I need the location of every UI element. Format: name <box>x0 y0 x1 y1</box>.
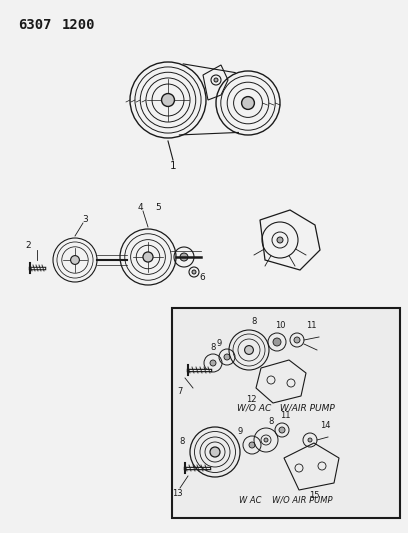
Circle shape <box>210 447 220 457</box>
Text: 1200: 1200 <box>62 18 95 32</box>
Circle shape <box>180 253 188 261</box>
Text: 2: 2 <box>25 241 31 251</box>
Circle shape <box>210 360 216 366</box>
Text: 8: 8 <box>268 417 274 426</box>
Text: 12: 12 <box>246 395 256 405</box>
Text: 11: 11 <box>280 411 290 421</box>
Text: 6307: 6307 <box>18 18 51 32</box>
Text: W/O AC   W/AIR PUMP: W/O AC W/AIR PUMP <box>237 403 335 413</box>
Circle shape <box>214 78 218 82</box>
Bar <box>172 308 400 518</box>
Circle shape <box>264 438 268 442</box>
Text: 8: 8 <box>179 438 185 447</box>
Circle shape <box>143 252 153 262</box>
Circle shape <box>294 337 300 343</box>
Circle shape <box>249 442 255 448</box>
Circle shape <box>224 354 230 360</box>
Text: 15: 15 <box>309 491 319 500</box>
Text: 10: 10 <box>275 321 285 330</box>
Circle shape <box>162 93 175 107</box>
Circle shape <box>277 237 283 243</box>
Text: 13: 13 <box>172 489 182 497</box>
Text: W AC    W/O AIR PUMP: W AC W/O AIR PUMP <box>239 496 333 505</box>
Text: 7: 7 <box>177 387 183 397</box>
Text: 5: 5 <box>155 203 161 212</box>
Text: 4: 4 <box>137 203 143 212</box>
Text: 3: 3 <box>82 215 88 224</box>
Text: 14: 14 <box>320 422 330 431</box>
Text: 8: 8 <box>251 318 257 327</box>
Text: 1: 1 <box>170 161 176 171</box>
Circle shape <box>279 427 285 433</box>
Text: 9: 9 <box>237 426 243 435</box>
Text: 9: 9 <box>216 338 222 348</box>
Circle shape <box>71 256 80 264</box>
Circle shape <box>273 338 281 346</box>
Text: 11: 11 <box>306 321 316 330</box>
Circle shape <box>245 345 253 354</box>
Circle shape <box>192 270 196 274</box>
Circle shape <box>242 96 255 109</box>
Text: 8: 8 <box>210 343 216 351</box>
Circle shape <box>308 438 312 442</box>
Text: 6: 6 <box>199 272 205 281</box>
